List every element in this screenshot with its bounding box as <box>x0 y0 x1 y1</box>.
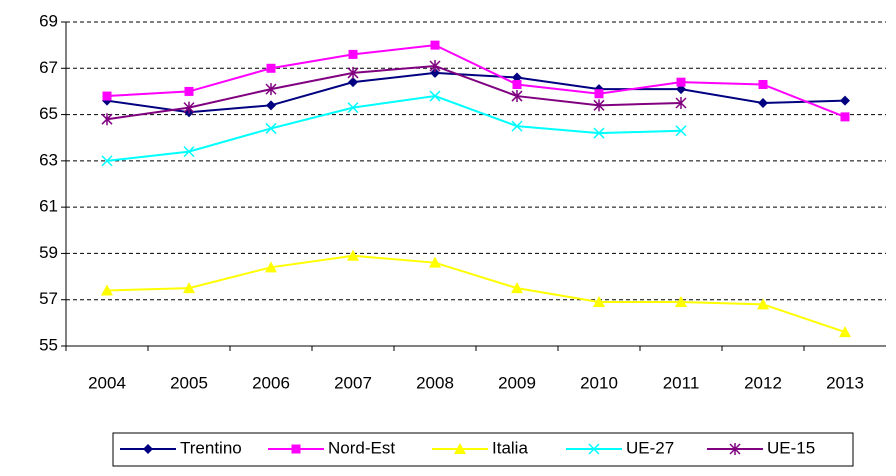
legend-label: UE-27 <box>626 438 674 457</box>
marker <box>593 296 605 308</box>
legend-label: Trentino <box>180 438 242 457</box>
y-tick-label: 65 <box>39 104 58 123</box>
series-line <box>106 254 846 334</box>
x-tick-label: 2011 <box>663 373 700 392</box>
marker <box>291 444 301 454</box>
marker <box>840 112 850 122</box>
marker <box>839 326 851 338</box>
y-tick-label: 55 <box>39 335 58 354</box>
marker <box>266 63 276 73</box>
marker <box>676 77 686 87</box>
marker <box>593 127 605 139</box>
marker <box>102 91 112 101</box>
x-tick-label: 2005 <box>170 373 208 392</box>
series-line <box>106 44 846 118</box>
marker <box>758 79 768 89</box>
marker <box>348 49 358 59</box>
marker <box>729 443 741 455</box>
legend-label: Nord-Est <box>328 438 395 457</box>
marker <box>183 282 195 294</box>
marker <box>347 102 359 114</box>
x-tick-label: 2012 <box>744 373 782 392</box>
marker <box>265 83 277 96</box>
marker <box>588 443 600 455</box>
marker <box>675 125 687 137</box>
marker <box>430 40 440 50</box>
y-tick-label: 59 <box>39 243 58 262</box>
marker <box>266 100 276 111</box>
legend-label: UE-15 <box>767 438 815 457</box>
marker <box>511 282 523 294</box>
marker <box>430 67 440 78</box>
series-line <box>106 95 682 162</box>
y-tick-label: 61 <box>39 197 58 216</box>
marker <box>840 95 850 106</box>
x-tick-label: 2009 <box>498 373 536 392</box>
marker <box>348 77 358 88</box>
x-tick-label: 2008 <box>416 373 454 392</box>
marker <box>594 89 604 99</box>
marker <box>101 284 113 296</box>
marker <box>675 296 687 308</box>
marker <box>429 59 441 72</box>
marker <box>757 298 769 310</box>
marker <box>143 444 153 454</box>
y-tick-label: 63 <box>39 150 58 169</box>
marker <box>183 146 195 158</box>
x-tick-label: 2006 <box>252 373 290 392</box>
marker <box>429 90 441 102</box>
x-tick-label: 2013 <box>826 373 864 392</box>
marker <box>593 99 605 112</box>
marker <box>512 79 522 89</box>
marker <box>347 66 359 79</box>
series-line <box>106 71 846 114</box>
y-tick-label: 67 <box>39 58 58 77</box>
x-tick-label: 2004 <box>88 373 126 392</box>
y-tick-label: 69 <box>39 11 58 30</box>
marker <box>183 101 195 114</box>
marker <box>758 98 768 108</box>
x-tick-label: 2007 <box>334 373 372 392</box>
x-tick-label: 2010 <box>580 373 618 392</box>
marker <box>265 122 277 134</box>
marker <box>511 90 523 103</box>
marker <box>454 443 466 454</box>
marker <box>265 261 277 273</box>
marker <box>184 86 194 96</box>
marker <box>101 155 113 167</box>
marker <box>675 97 687 109</box>
marker <box>511 120 523 132</box>
legend-label: Italia <box>492 438 528 457</box>
series-line <box>106 64 682 121</box>
marker <box>101 113 113 126</box>
marker <box>347 249 359 261</box>
y-tick-label: 57 <box>39 289 58 308</box>
marker <box>429 256 441 268</box>
